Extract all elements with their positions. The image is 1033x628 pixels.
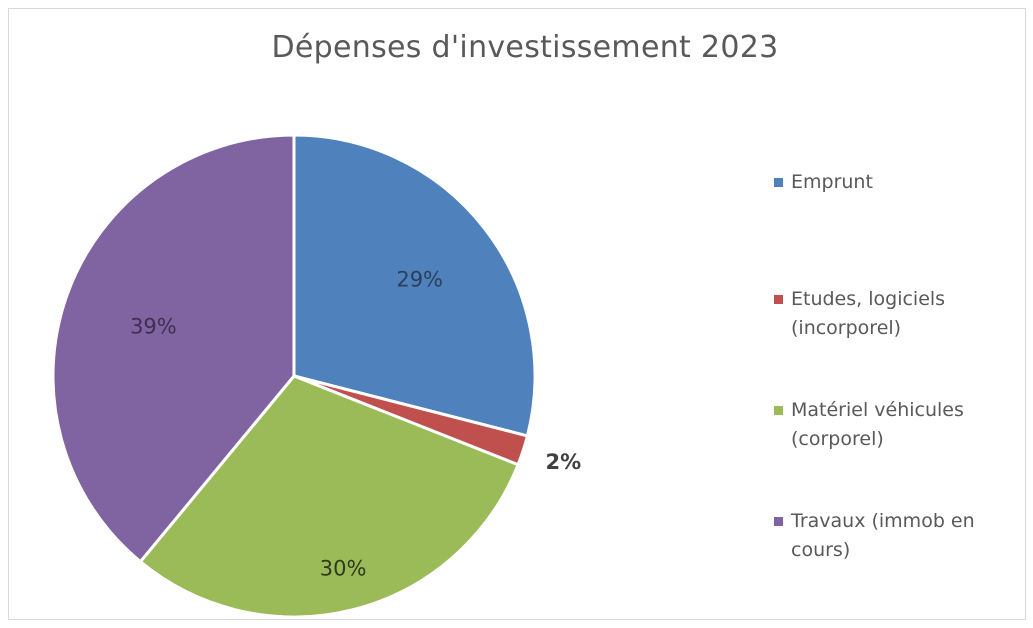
legend-item-travaux: Travaux (immob en cours): [774, 507, 1014, 565]
legend-item-materiel: Matériel véhicules (corporel): [774, 396, 1014, 454]
data-label-materiel: 30%: [320, 556, 367, 580]
chart-title: Dépenses d'investissement 2023: [271, 30, 779, 65]
pie-slice-materiel: [138, 374, 521, 619]
legend-swatch-etudes: [774, 295, 783, 304]
data-label-etudes: 2%: [545, 450, 581, 474]
legend-item-etudes: Etudes, logiciels (incorporel): [774, 285, 1014, 343]
legend-swatch-travaux: [774, 517, 783, 526]
legend-label-materiel: Matériel véhicules (corporel): [791, 399, 964, 450]
data-label-travaux: 39%: [130, 314, 177, 338]
legend-label-etudes: Etudes, logiciels (incorporel): [791, 288, 946, 339]
data-label-emprunt: 29%: [396, 268, 443, 292]
legend-swatch-materiel: [774, 406, 783, 415]
pie-slice-emprunt: [292, 133, 537, 438]
pie-slice-travaux: [51, 133, 296, 564]
legend-label-travaux: Travaux (immob en cours): [791, 510, 975, 561]
legend-label-emprunt: Emprunt: [791, 171, 873, 193]
legend-item-emprunt: Emprunt: [774, 168, 1014, 197]
legend-swatch-emprunt: [774, 178, 783, 187]
